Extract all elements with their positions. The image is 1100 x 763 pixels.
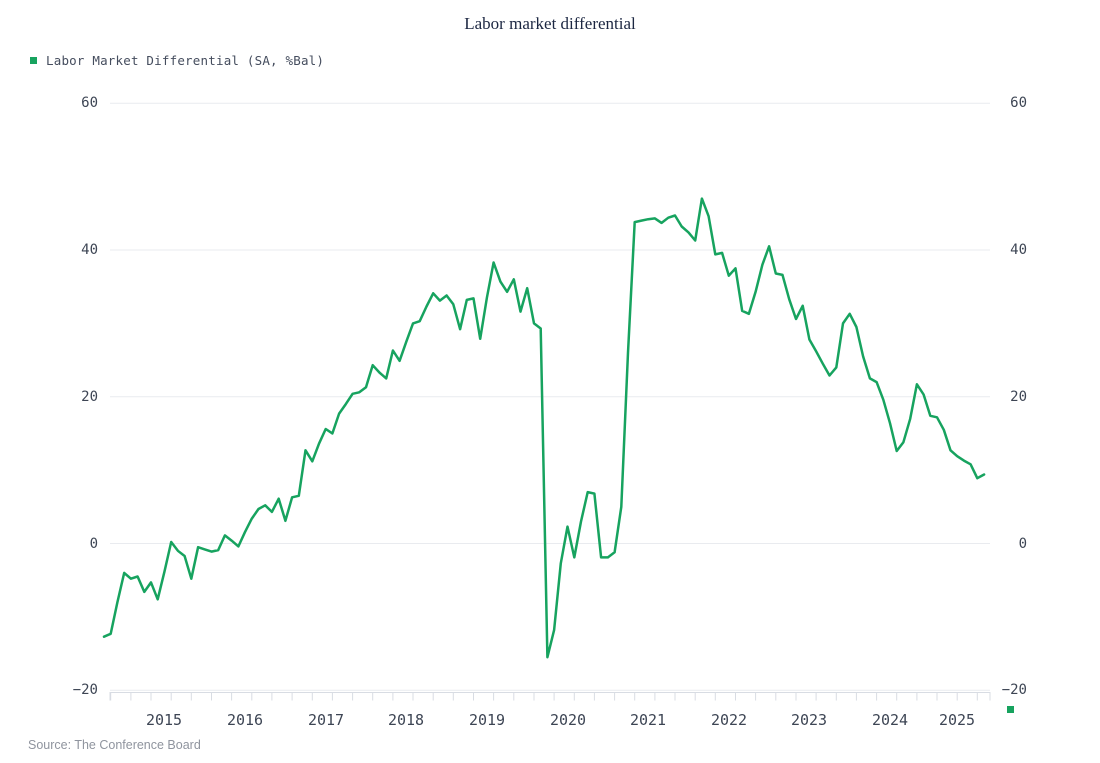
y-axis-label-right: 20 xyxy=(1010,389,1027,405)
x-axis-label: 2018 xyxy=(387,711,425,729)
legend-marker-icon xyxy=(30,57,37,64)
y-axis-label-right: 60 xyxy=(1010,95,1027,111)
x-axis-label: 2019 xyxy=(468,711,506,729)
legend-label: Labor Market Differential (SA, %Bal) xyxy=(46,53,325,68)
y-axis-label-left: 60 xyxy=(81,95,98,111)
legend: Labor Market Differential (SA, %Bal) xyxy=(30,53,324,68)
x-axis-label: 2017 xyxy=(307,711,345,729)
page-title: Labor market differential xyxy=(464,14,636,33)
y-axis-label-left: 20 xyxy=(81,389,98,405)
x-axis-label: 2016 xyxy=(226,711,264,729)
y-axis-label-left: −20 xyxy=(72,682,98,698)
corner-green-square-icon xyxy=(1007,706,1014,713)
y-axis-label-left: 0 xyxy=(89,536,98,552)
y-axis-label-right: 40 xyxy=(1010,242,1027,258)
x-axis-label: 2024 xyxy=(871,711,909,729)
x-axis-label: 2015 xyxy=(145,711,183,729)
y-axis-label-right: −20 xyxy=(1001,682,1027,698)
series-line xyxy=(102,197,986,659)
x-axis-label: 2022 xyxy=(710,711,748,729)
y-axis-label-right: 0 xyxy=(1018,536,1027,552)
x-axis-label: 2023 xyxy=(790,711,828,729)
source-note: Source: The Conference Board xyxy=(28,738,201,752)
x-axis-label: 2021 xyxy=(629,711,667,729)
x-axis-label: 2025 xyxy=(938,711,976,729)
x-axis-label: 2020 xyxy=(549,711,587,729)
x-axis-line xyxy=(109,692,991,701)
y-axis-label-left: 40 xyxy=(81,242,98,258)
